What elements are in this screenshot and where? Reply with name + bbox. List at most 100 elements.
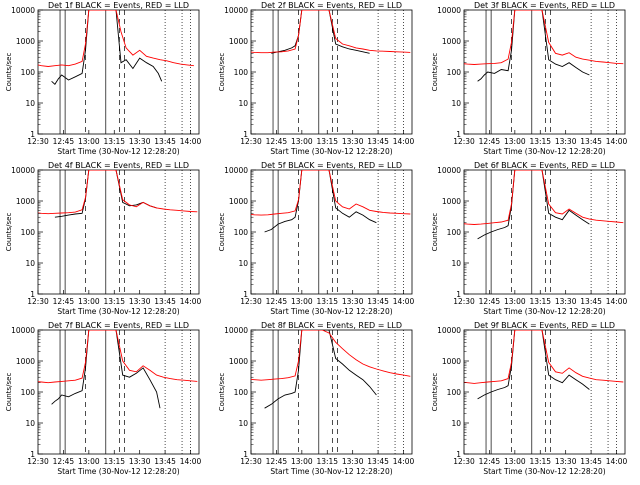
x-tick-label: 12:45 — [479, 137, 501, 146]
y-tick-label: 10000 — [224, 166, 248, 175]
y-tick-label: 1 — [456, 290, 461, 299]
x-tick-label: 12:45 — [266, 137, 288, 146]
x-tick-label: 13:15 — [103, 137, 125, 146]
x-tick-label: 14:00 — [606, 457, 628, 466]
x-tick-label: 13:45 — [367, 137, 389, 146]
x-tick-label: 12:45 — [53, 457, 75, 466]
x-tick-label: 14:00 — [180, 137, 202, 146]
x-tick-label: 12:45 — [53, 297, 75, 306]
series-line-events — [477, 330, 590, 400]
x-tick-label: 13:30 — [342, 297, 364, 306]
x-tick-label: 13:30 — [342, 137, 364, 146]
x-tick-label: 13:45 — [367, 297, 389, 306]
series-line-lld — [38, 330, 198, 384]
y-tick-label: 1 — [30, 130, 35, 139]
y-tick-label: 100 — [234, 68, 249, 77]
series-line-lld — [38, 10, 194, 67]
x-tick-label: 13:15 — [316, 137, 338, 146]
detector-panel: 1 10 100 1000 10000 12:30 12:45 13:00 13:15 13:30… — [5, 1, 202, 156]
y-tick-label: 1000 — [16, 357, 35, 366]
x-tick-label: 12:45 — [53, 137, 75, 146]
panel-title: Det 6f BLACK = Events, RED = LLD — [474, 161, 615, 170]
x-tick-label: 12:30 — [27, 457, 49, 466]
series-line-events — [264, 170, 377, 233]
y-axis-label: Counts/sec — [5, 53, 13, 92]
x-tick-label: 13:15 — [316, 297, 338, 306]
x-tick-label: 14:00 — [180, 297, 202, 306]
y-tick-label: 1 — [456, 130, 461, 139]
y-tick-label: 1000 — [229, 357, 248, 366]
x-tick-label: 13:00 — [78, 457, 100, 466]
y-axis-label: Counts/sec — [218, 53, 226, 92]
series-line-lld — [251, 330, 411, 381]
y-tick-label: 1000 — [16, 37, 35, 46]
x-tick-label: 12:30 — [240, 297, 262, 306]
panel-title: Det 4f BLACK = Events, RED = LLD — [48, 161, 189, 170]
y-tick-label: 1 — [243, 450, 248, 459]
y-tick-label: 10000 — [11, 326, 35, 335]
x-tick-label: 12:30 — [27, 297, 49, 306]
y-tick-label: 10 — [25, 259, 35, 268]
x-tick-label: 14:00 — [606, 297, 628, 306]
x-tick-label: 14:00 — [180, 457, 202, 466]
x-axis-label: Start Time (30-Nov-12 12:28:20) — [270, 147, 392, 156]
y-axis-label: Counts/sec — [218, 373, 226, 412]
y-tick-label: 10000 — [224, 6, 248, 15]
panel-title: Det 8f BLACK = Events, RED = LLD — [261, 321, 402, 330]
y-tick-label: 1 — [456, 450, 461, 459]
x-tick-label: 13:15 — [103, 457, 125, 466]
y-tick-label: 1000 — [229, 37, 248, 46]
y-axis-label: Counts/sec — [5, 373, 13, 412]
x-tick-label: 14:00 — [606, 137, 628, 146]
x-tick-label: 12:30 — [453, 297, 475, 306]
plot-frame — [250, 329, 413, 455]
y-tick-label: 10 — [25, 99, 35, 108]
y-tick-label: 100 — [234, 228, 249, 237]
y-axis-label: Counts/sec — [5, 213, 13, 252]
panel-title: Det 9f BLACK = Events, RED = LLD — [474, 321, 615, 330]
series-line-events — [477, 170, 590, 240]
y-tick-label: 1000 — [442, 357, 461, 366]
y-tick-label: 10 — [451, 259, 461, 268]
series-line-lld — [251, 10, 411, 54]
panel-title: Det 1f BLACK = Events, RED = LLD — [48, 1, 189, 10]
x-axis-label: Start Time (30-Nov-12 12:28:20) — [57, 147, 179, 156]
y-axis-label: Counts/sec — [431, 213, 439, 252]
x-tick-label: 12:30 — [27, 137, 49, 146]
series-line-lld — [464, 170, 624, 225]
x-tick-label: 13:30 — [129, 297, 151, 306]
x-axis-label: Start Time (30-Nov-12 12:28:20) — [483, 307, 605, 316]
y-tick-label: 100 — [447, 228, 462, 237]
x-tick-label: 13:15 — [529, 137, 551, 146]
x-tick-label: 13:15 — [103, 297, 125, 306]
x-tick-label: 13:30 — [342, 457, 364, 466]
plot-frame — [250, 9, 413, 135]
x-axis-label: Start Time (30-Nov-12 12:28:20) — [57, 307, 179, 316]
x-tick-label: 13:15 — [529, 457, 551, 466]
series-line-lld — [464, 330, 624, 384]
y-tick-label: 10000 — [437, 6, 461, 15]
series-line-lld — [464, 10, 624, 65]
detector-panel: 1 10 100 1000 10000 12:30 12:45 13:00 13:15 13:30… — [431, 1, 628, 156]
x-tick-label: 14:00 — [393, 297, 415, 306]
panel-title: Det 7f BLACK = Events, RED = LLD — [48, 321, 189, 330]
x-tick-label: 14:00 — [393, 457, 415, 466]
panel-title: Det 5f BLACK = Events, RED = LLD — [261, 161, 402, 170]
y-tick-label: 10 — [25, 419, 35, 428]
y-tick-label: 10000 — [224, 326, 248, 335]
x-tick-label: 12:30 — [453, 137, 475, 146]
x-tick-label: 13:45 — [580, 137, 602, 146]
y-tick-label: 1000 — [442, 197, 461, 206]
y-tick-label: 10000 — [11, 6, 35, 15]
x-tick-label: 14:00 — [393, 137, 415, 146]
y-tick-label: 10 — [238, 99, 248, 108]
x-tick-label: 13:45 — [580, 457, 602, 466]
x-tick-label: 13:30 — [555, 297, 577, 306]
series-line-events — [51, 330, 161, 409]
plot-frame — [37, 169, 200, 295]
x-tick-label: 13:45 — [580, 297, 602, 306]
y-tick-label: 10 — [451, 419, 461, 428]
detector-panel: 1 10 100 1000 10000 12:30 12:45 13:00 13:15 13:30… — [431, 321, 628, 476]
x-tick-label: 13:00 — [291, 457, 313, 466]
